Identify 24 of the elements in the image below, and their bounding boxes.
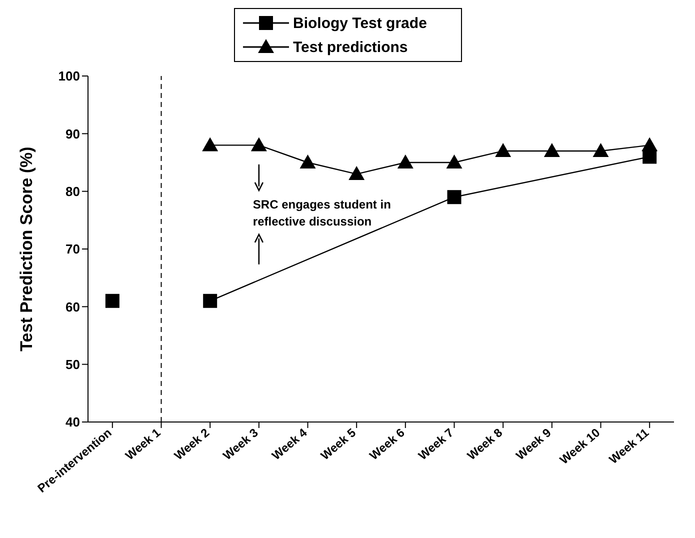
y-axis-title: Test Prediction Score (%) [17,146,36,352]
point [202,137,218,152]
y-tick-label: 70 [66,242,80,257]
annotation: SRC engages student in reflective discussion [252,197,391,228]
point [397,154,414,168]
y-tick-label: 80 [66,184,80,199]
point [348,166,365,180]
y-tick-label: 50 [66,356,80,372]
legend-label: Test predictions [293,38,408,56]
y-tick-label: 90 [66,126,80,142]
point [447,190,462,204]
y-tick-label: 100 [58,68,80,84]
point [300,154,316,168]
point [446,154,462,168]
point [105,294,120,308]
point [203,294,218,308]
y-tick-label: 60 [66,299,80,314]
y-tick-label: 40 [66,414,80,430]
point [544,142,560,157]
point [642,137,658,152]
point [250,137,267,152]
point [592,142,609,157]
point [495,142,512,157]
legend-label: Biology Test grade [293,14,427,32]
